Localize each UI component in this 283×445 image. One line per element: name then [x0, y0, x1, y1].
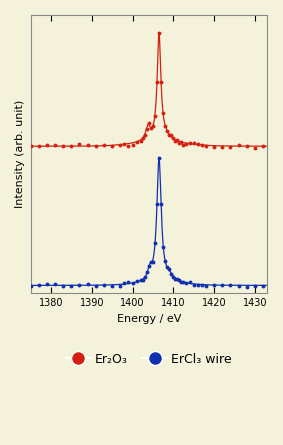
Legend: Er₂O₃, ErCl₃ wire: Er₂O₃, ErCl₃ wire — [61, 348, 237, 371]
X-axis label: Energy / eV: Energy / eV — [117, 314, 181, 324]
Y-axis label: Intensity (arb. unit): Intensity (arb. unit) — [15, 100, 25, 208]
